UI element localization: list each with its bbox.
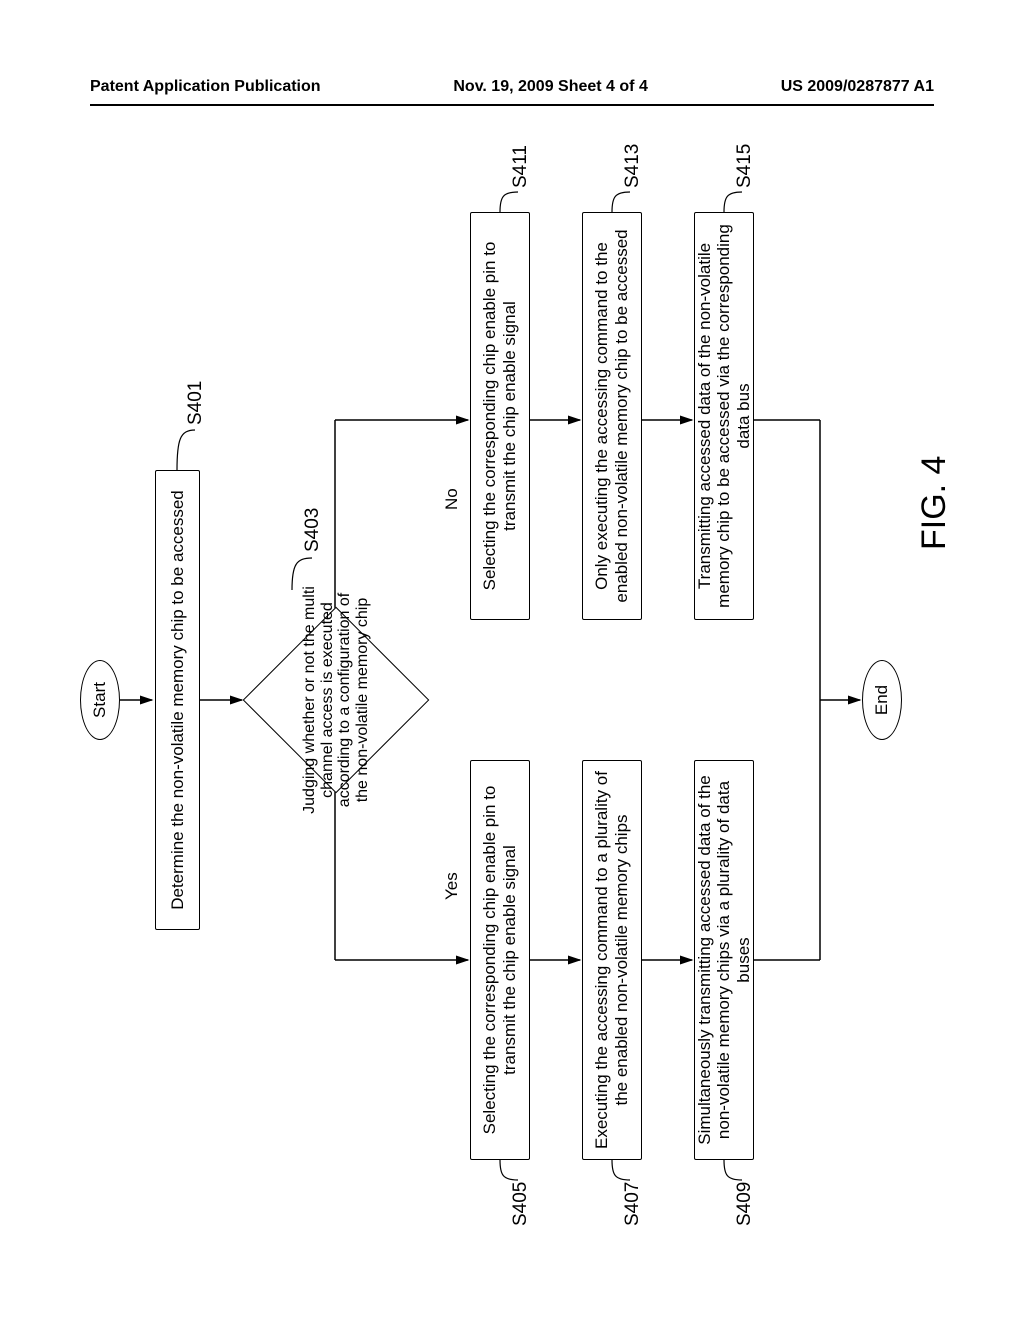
flow-start-label: Start <box>90 682 110 718</box>
flow-s407: Executing the accessing command to a plu… <box>582 760 642 1160</box>
flow-s415-id: S415 <box>734 144 756 188</box>
flow-s403-text: Judging whether or not the multi channel… <box>301 581 371 819</box>
figure-container: Start Determine the non-volatile memory … <box>60 130 960 1230</box>
header-right: US 2009/0287877 A1 <box>781 78 934 96</box>
header-center: Nov. 19, 2009 Sheet 4 of 4 <box>453 78 647 96</box>
flow-end-label: End <box>872 685 892 715</box>
figure-label: FIG. 4 <box>915 456 954 550</box>
flow-s409-text: Simultaneously transmitting accessed dat… <box>695 771 754 1149</box>
flow-s403-no: No <box>442 488 462 510</box>
flow-s407-text: Executing the accessing command to a plu… <box>592 771 631 1149</box>
header-left: Patent Application Publication <box>90 78 321 96</box>
flow-s405: Selecting the corresponding chip enable … <box>470 760 530 1160</box>
flow-start: Start <box>80 660 120 740</box>
flow-s413-text: Only executing the accessing command to … <box>592 223 631 609</box>
flowchart: Start Determine the non-volatile memory … <box>60 130 960 1230</box>
page-header: Patent Application Publication Nov. 19, … <box>90 78 934 96</box>
flow-s409: Simultaneously transmitting accessed dat… <box>694 760 754 1160</box>
flow-end: End <box>862 660 902 740</box>
flow-s403-id: S403 <box>302 508 324 552</box>
flow-s405-id: S405 <box>510 1182 532 1226</box>
flow-s415-text: Transmitting accessed data of the non-vo… <box>695 223 754 609</box>
header-rule <box>90 104 934 106</box>
flow-s413-id: S413 <box>622 144 644 188</box>
flow-s415: Transmitting accessed data of the non-vo… <box>694 212 754 620</box>
flow-s411-text: Selecting the corresponding chip enable … <box>480 223 519 609</box>
flow-s407-id: S407 <box>622 1182 644 1226</box>
flow-s401: Determine the non-volatile memory chip t… <box>155 470 200 930</box>
flow-s403-yes: Yes <box>442 872 462 900</box>
flow-s413: Only executing the accessing command to … <box>582 212 642 620</box>
flow-s401-text: Determine the non-volatile memory chip t… <box>168 490 188 910</box>
flow-s401-id: S401 <box>185 381 207 425</box>
flow-s405-text: Selecting the corresponding chip enable … <box>480 771 519 1149</box>
flow-s411: Selecting the corresponding chip enable … <box>470 212 530 620</box>
flow-s403: Judging whether or not the multi channel… <box>270 634 402 766</box>
flow-s411-id: S411 <box>510 145 532 188</box>
flow-s409-id: S409 <box>734 1182 756 1226</box>
